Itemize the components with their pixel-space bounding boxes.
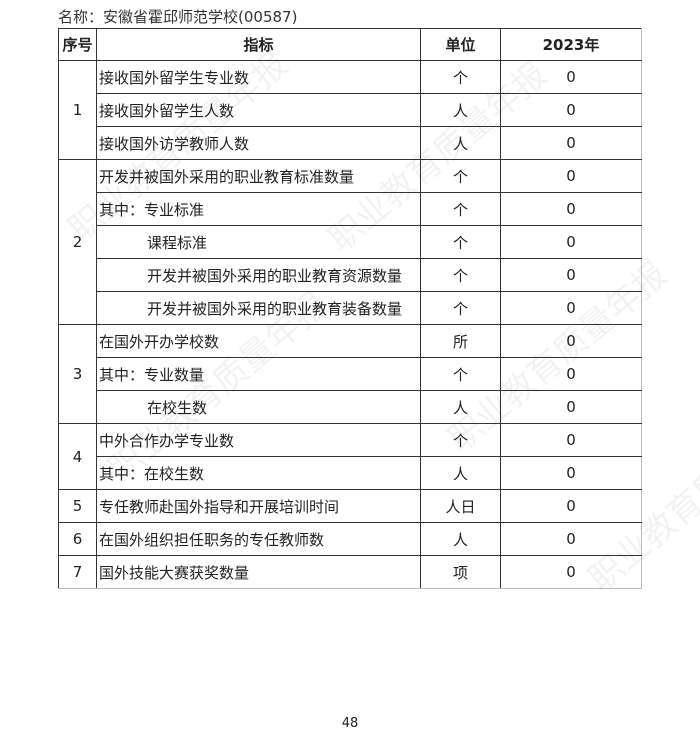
page-number: 48 [341, 716, 359, 731]
row-number: 7 [58, 555, 97, 589]
value-cell: 0 [500, 456, 642, 490]
value-cell: 0 [500, 159, 642, 193]
table-row: 其中：专业数量个 0 [59, 357, 642, 391]
school-name: 名称：安徽省霍邱师范学校(00587) [58, 8, 298, 26]
unit-cell: 个 [420, 225, 501, 259]
indicator-cell: 开发并被国外采用的职业教育装备数量 [96, 291, 421, 325]
table-row: 其中：在校生数人 0 [59, 456, 642, 490]
table-row: 课程标准个 0 [59, 225, 642, 259]
value-cell: 0 [500, 93, 642, 127]
indicator-cell: 接收国外留学生人数 [96, 93, 421, 127]
unit-cell: 人 [420, 522, 501, 556]
row-number: 4 [58, 423, 97, 490]
table-row: 7 国外技能大赛获奖数量项 0 [58, 555, 642, 589]
value-cell: 0 [500, 423, 642, 457]
data-table: 序号 指标 单位 2023年 1 接收国外留学生专业数个 0 接收国外留学生人数人 0 接… [58, 28, 642, 589]
unit-cell: 个 [420, 423, 501, 457]
value-cell: 0 [500, 60, 642, 94]
unit-cell: 个 [420, 60, 501, 94]
row-number: 2 [58, 159, 97, 325]
indicator-cell: 其中：专业标准 [96, 192, 421, 226]
unit-cell: 个 [420, 159, 501, 193]
unit-cell: 个 [420, 192, 501, 226]
unit-cell: 人 [420, 93, 501, 127]
table-row: 4 中外合作办学专业数个 0 [58, 423, 642, 490]
value-cell: 0 [500, 324, 642, 358]
indicator-cell: 课程标准 [96, 225, 421, 259]
indicator-cell: 在校生数 [96, 390, 421, 424]
unit-cell: 个 [420, 291, 501, 325]
value-cell: 0 [500, 522, 642, 556]
table-row: 6 在国外组织担任职务的专任教师数人 0 [58, 522, 642, 556]
table-row: 开发并被国外采用的职业教育资源数量个 0 [59, 258, 642, 292]
table-row: 1 接收国外留学生专业数个 0 [58, 60, 642, 160]
value-cell: 0 [500, 357, 642, 391]
indicator-cell: 接收国外留学生专业数 [96, 60, 421, 94]
indicator-cell: 专任教师赴国外指导和开展培训时间 [96, 489, 421, 523]
indicator-cell: 国外技能大赛获奖数量 [96, 555, 421, 589]
indicator-cell: 在国外开办学校数 [96, 324, 421, 358]
value-cell: 0 [500, 489, 642, 523]
table-row: 在校生数人 0 [59, 390, 642, 424]
table-row: 5 专任教师赴国外指导和开展培训时间 人日 0 [58, 489, 642, 523]
unit-cell: 人 [420, 390, 501, 424]
header-indicator: 指标 [96, 28, 421, 61]
indicator-cell: 其中：专业数量 [96, 357, 421, 391]
value-cell: 0 [500, 126, 642, 160]
unit-cell: 项 [420, 555, 501, 589]
table-row: 接收国外访学教师人数人 0 [59, 126, 642, 160]
table-row: 接收国外留学生人数人 0 [59, 93, 642, 127]
value-cell: 0 [500, 555, 642, 589]
table-row: 3 在国外开办学校数所 0 [58, 324, 642, 424]
header-unit: 单位 [420, 28, 501, 61]
indicator-cell: 接收国外访学教师人数 [96, 126, 421, 160]
indicator-cell: 在国外组织担任职务的专任教师数 [96, 522, 421, 556]
table-row: 2 开发并被国外采用的职业教育标准数量个 0 [58, 159, 642, 325]
unit-cell: 人日 [420, 489, 501, 523]
unit-cell: 人 [420, 126, 501, 160]
header-year: 2023年 [500, 28, 642, 61]
table-header-row: 序号 指标 单位 2023年 [58, 28, 642, 61]
row-number: 3 [58, 324, 97, 424]
value-cell: 0 [500, 192, 642, 226]
unit-cell: 个 [420, 258, 501, 292]
indicator-cell: 开发并被国外采用的职业教育资源数量 [96, 258, 421, 292]
table-row: 开发并被国外采用的职业教育装备数量个 0 [59, 291, 642, 325]
indicator-cell: 中外合作办学专业数 [96, 423, 421, 457]
unit-cell: 所 [420, 324, 501, 358]
unit-cell: 人 [420, 456, 501, 490]
value-cell: 0 [500, 225, 642, 259]
table-row: 其中：专业标准个 0 [59, 192, 642, 226]
row-number: 6 [58, 522, 97, 556]
value-cell: 0 [500, 390, 642, 424]
row-number: 1 [58, 60, 97, 160]
row-number: 5 [58, 489, 97, 523]
header-no: 序号 [58, 28, 97, 61]
value-cell: 0 [500, 291, 642, 325]
indicator-cell: 其中：在校生数 [96, 456, 421, 490]
value-cell: 0 [500, 258, 642, 292]
unit-cell: 个 [420, 357, 501, 391]
indicator-cell: 开发并被国外采用的职业教育标准数量 [96, 159, 421, 193]
